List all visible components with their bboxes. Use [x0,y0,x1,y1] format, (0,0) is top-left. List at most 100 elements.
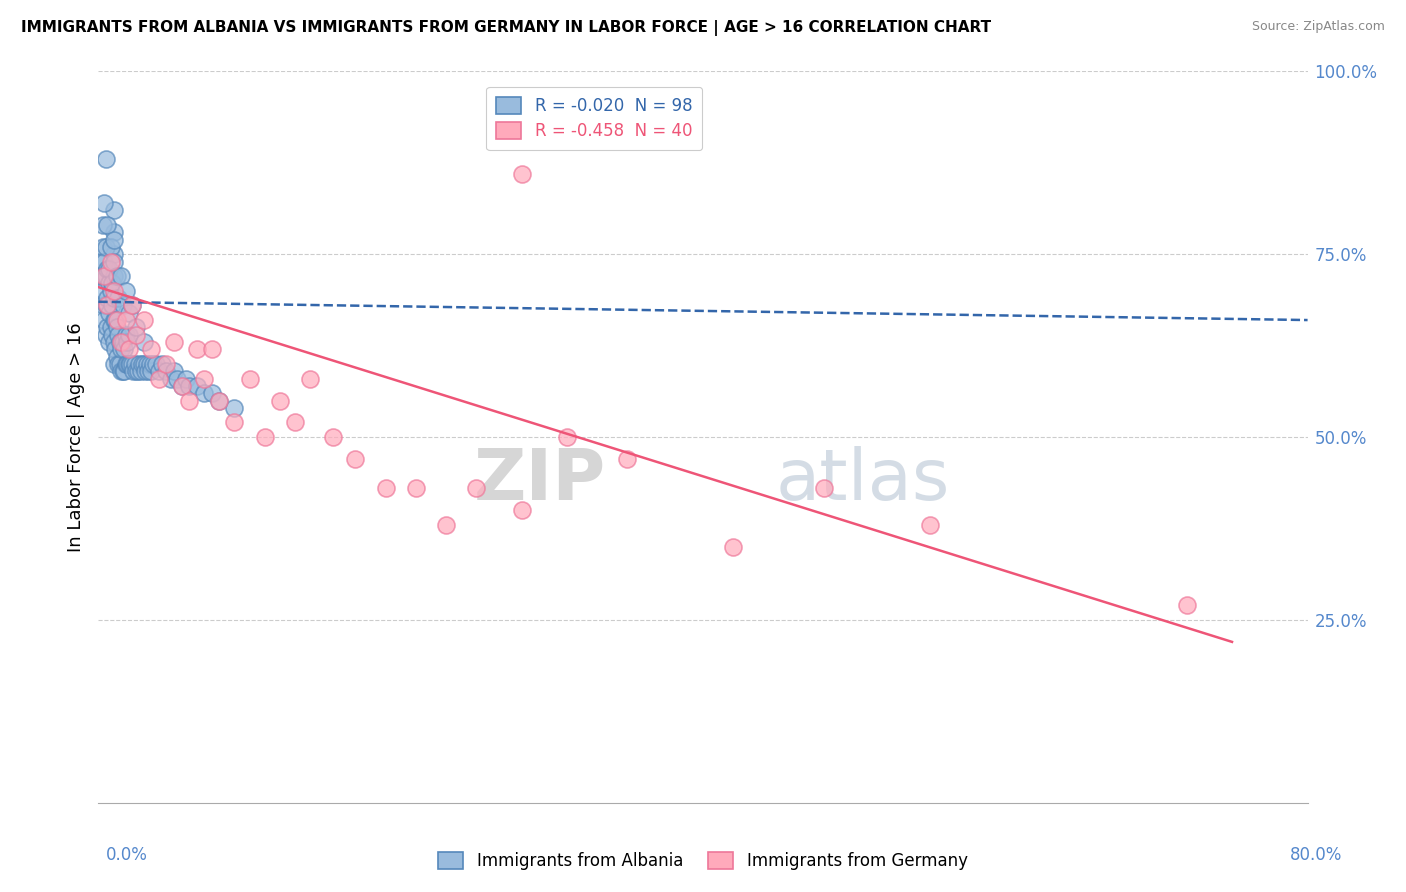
Point [98,277,121,291]
Point [94,240,117,254]
Point [142,357,165,371]
Point [91,298,114,312]
Point [284,416,307,430]
Point [224,416,246,430]
Point [114,357,136,371]
Point [118,306,141,320]
Point [179,393,201,408]
Point [103,291,125,305]
Point [510,167,533,181]
Point [115,334,138,349]
Text: IMMIGRANTS FROM ALBANIA VS IMMIGRANTS FROM GERMANY IN LABOR FORCE | AGE > 16 COR: IMMIGRANTS FROM ALBANIA VS IMMIGRANTS FR… [21,20,991,36]
Point [103,269,125,284]
Point [90,254,112,268]
Point [108,357,131,371]
Point [103,313,125,327]
Point [160,371,183,385]
Point [148,364,170,378]
Point [93,254,115,268]
Point [127,364,149,378]
Point [201,343,224,357]
Point [93,284,115,298]
Point [405,481,427,495]
Point [104,343,127,357]
Point [121,357,143,371]
Point [107,357,129,371]
Point [91,269,114,284]
Point [163,364,186,378]
Point [105,320,128,334]
Point [124,357,146,371]
Point [465,481,488,495]
Point [132,357,155,371]
Point [148,371,170,385]
Point [125,320,148,334]
Point [193,371,215,385]
Point [141,343,163,357]
Point [239,371,262,385]
Text: Source: ZipAtlas.com: Source: ZipAtlas.com [1251,20,1385,33]
Point [136,364,159,378]
Point [103,334,125,349]
Point [98,306,121,320]
Point [110,364,132,378]
Point [434,517,457,532]
Point [96,291,118,305]
Point [112,364,135,378]
Point [224,401,246,415]
Point [111,334,134,349]
Point [166,371,188,385]
Point [114,313,136,327]
Text: 0.0%: 0.0% [105,846,148,863]
Point [100,320,122,334]
Point [93,269,115,284]
Point [299,371,322,385]
Point [121,298,143,312]
Point [103,254,125,268]
Point [96,218,118,232]
Point [103,284,125,298]
Point [118,357,141,371]
Point [253,430,276,444]
Point [322,430,344,444]
Y-axis label: In Labor Force | Age > 16: In Labor Force | Age > 16 [66,322,84,552]
Point [128,357,150,371]
Point [208,393,231,408]
Point [150,357,173,371]
Point [374,481,396,495]
Point [723,540,745,554]
Point [208,393,231,408]
Point [193,386,215,401]
Point [98,261,121,276]
Point [145,357,167,371]
Point [201,386,224,401]
Point [118,343,141,357]
Point [125,364,148,378]
Point [170,379,193,393]
Point [103,203,125,218]
Point [103,357,125,371]
Point [132,334,155,349]
Point [94,327,117,342]
Point [114,284,136,298]
Point [121,298,143,312]
Point [125,327,148,342]
Point [94,152,117,166]
Point [163,334,186,349]
Legend: R = -0.020  N = 98, R = -0.458  N = 40: R = -0.020 N = 98, R = -0.458 N = 40 [486,87,702,150]
Point [555,430,578,444]
Point [94,298,117,312]
Text: atlas: atlas [776,447,950,516]
Point [103,247,125,261]
Point [186,379,208,393]
Text: ZIP: ZIP [474,447,606,516]
Point [174,371,197,385]
Point [122,364,145,378]
Point [93,196,115,211]
Point [155,357,177,371]
Point [108,334,131,349]
Text: 80.0%: 80.0% [1291,846,1343,863]
Point [93,313,115,327]
Point [100,284,122,298]
Point [111,298,134,312]
